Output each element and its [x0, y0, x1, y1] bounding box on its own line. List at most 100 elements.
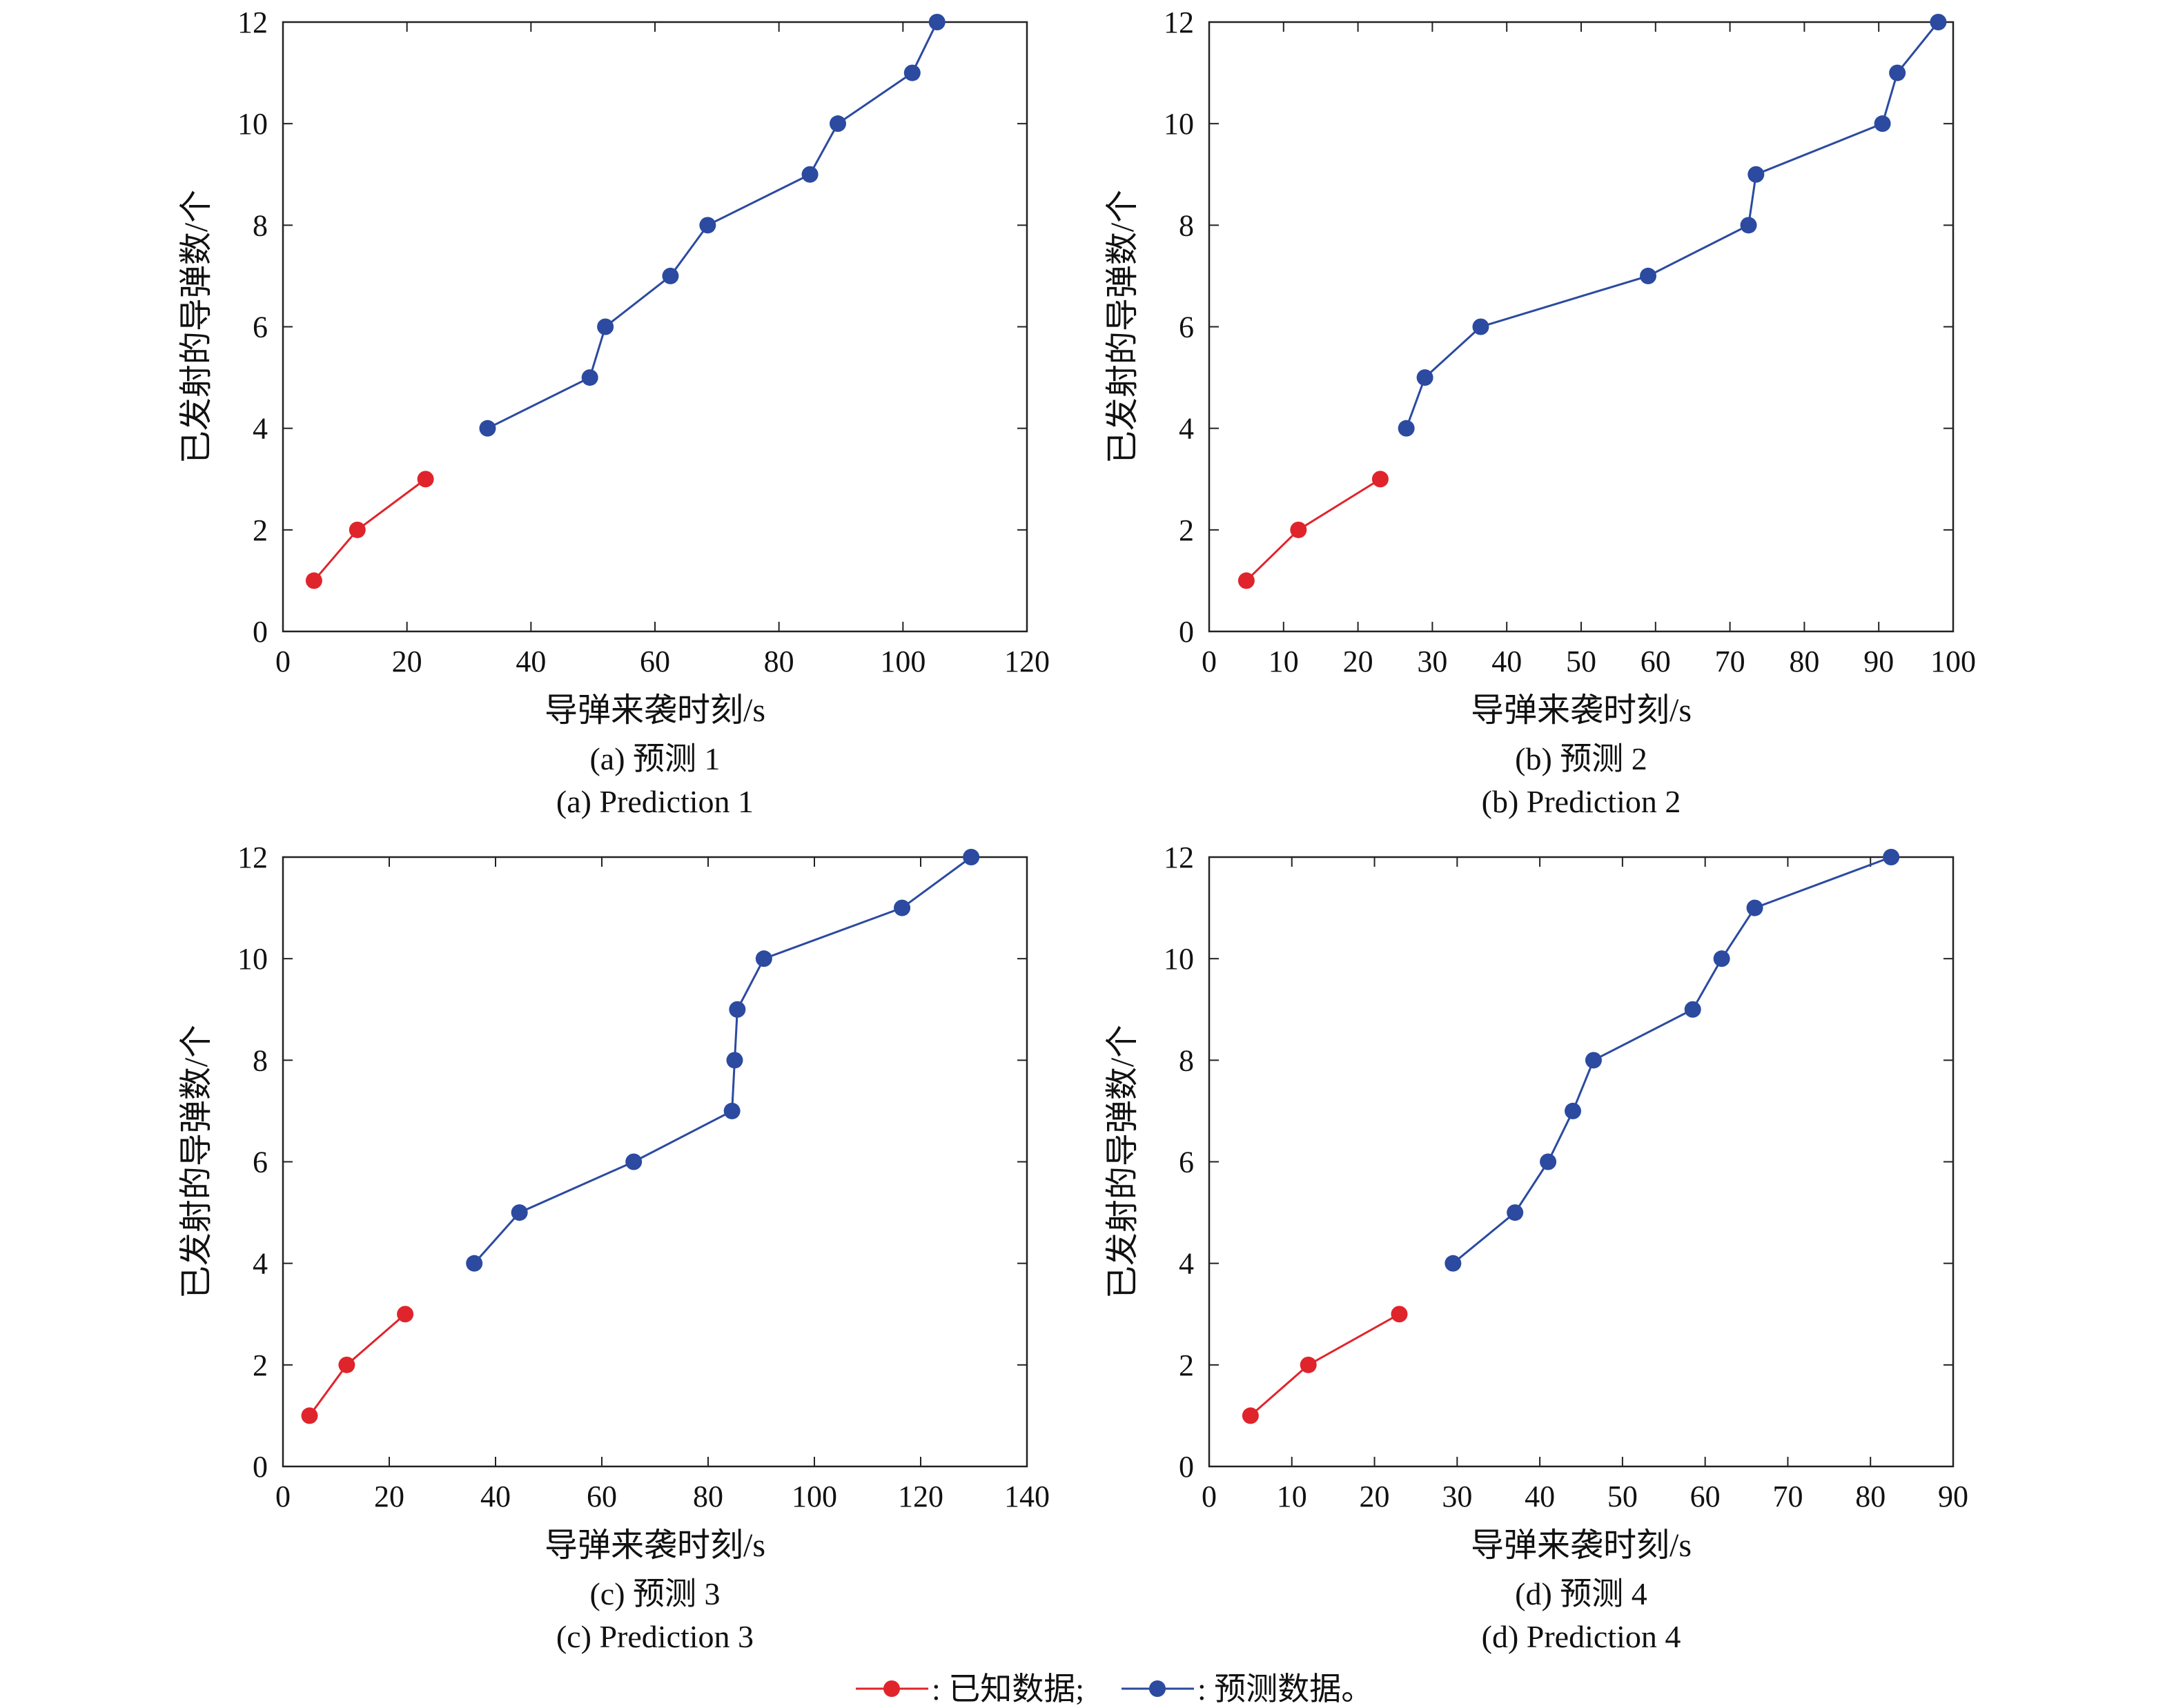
caption-en: (d) Prediction 4 [1482, 1619, 1681, 1654]
data-point-predicted [662, 267, 679, 284]
series-predicted [466, 849, 980, 1272]
data-point-predicted [479, 420, 496, 437]
x-tick-label: 90 [1938, 1480, 1968, 1513]
data-point-predicted [1713, 950, 1730, 968]
series-line-known [1245, 478, 1381, 582]
x-tick-label: 30 [1442, 1480, 1472, 1513]
y-tick-label: 8 [253, 208, 268, 242]
data-point-predicted [1684, 1001, 1701, 1018]
plot-frame [282, 856, 1028, 1468]
chart-panel-4: 0 10 20 30 40 50 60 70 80 90 0 2 4 6 8 10 12 导弹来袭时刻/s 已发射的… [1104, 841, 1968, 1654]
y-tick-label: 2 [253, 1348, 268, 1382]
x-tick-label: 30 [1417, 645, 1447, 678]
x-tick-label: 10 [1269, 645, 1299, 678]
x-tick-label: 0 [275, 645, 291, 678]
x-axis-label: 导弹来袭时刻/s [1471, 1527, 1692, 1564]
data-point-known [397, 1306, 414, 1323]
y-tick-label: 6 [1179, 1146, 1194, 1179]
x-tick-label: 80 [1789, 645, 1819, 678]
data-point-predicted [1472, 318, 1489, 335]
y-tick-label: 0 [253, 615, 268, 649]
data-point-known [305, 572, 322, 589]
x-tick-label: 80 [764, 645, 794, 678]
y-tick-label: 8 [253, 1043, 268, 1077]
data-point-predicted [1740, 217, 1757, 234]
y-tick-label: 12 [1164, 841, 1194, 874]
plot-frame [1208, 21, 1955, 633]
y-tick-label: 6 [253, 1146, 268, 1179]
data-point-predicted [1889, 64, 1906, 81]
data-point-known [349, 521, 366, 538]
series-known [1237, 471, 1389, 589]
y-tick-label: 12 [237, 841, 268, 874]
x-tick-label: 0 [1202, 1480, 1217, 1513]
plot-frame [1208, 856, 1955, 1468]
x-tick-label: 80 [1855, 1480, 1886, 1513]
x-tick-label: 70 [1772, 1480, 1803, 1513]
caption-cn: (b) 预测 2 [1515, 741, 1647, 776]
x-tick-label: 40 [1525, 1480, 1555, 1513]
data-point-known [1237, 572, 1255, 589]
y-axis-label: 已发射的导弹数/个 [1104, 1025, 1141, 1299]
legend: : 已知数据; : 预测数据。 [856, 1671, 1373, 1707]
y-axis-label: 已发射的导弹数/个 [178, 1025, 215, 1299]
x-tick-label: 100 [880, 645, 926, 678]
series-line-known [313, 478, 427, 582]
data-point-predicted [1640, 267, 1657, 284]
data-point-known [301, 1407, 318, 1424]
x-tick-label: 0 [275, 1480, 291, 1513]
series-predicted [1398, 14, 1947, 437]
data-point-known [1290, 521, 1307, 538]
y-tick-label: 2 [1179, 513, 1194, 547]
data-point-predicted [928, 14, 946, 30]
chart-panel-2: 0 10 20 30 40 50 60 70 80 90 100 0 2 4 6 8 10 12 导弹来袭时刻/s 已… [1104, 6, 1976, 819]
x-tick-label: 60 [640, 645, 670, 678]
x-axis-label: 导弹来袭时刻/s [545, 1527, 765, 1564]
data-point-predicted [1416, 369, 1433, 386]
series-predicted [479, 14, 946, 437]
data-point-predicted [1585, 1052, 1602, 1069]
y-tick-label: 2 [1179, 1348, 1194, 1382]
data-point-predicted [1565, 1102, 1582, 1119]
y-tick-label: 0 [1179, 615, 1194, 649]
caption-en: (a) Prediction 1 [556, 784, 754, 819]
data-point-known [1391, 1306, 1408, 1323]
data-point-predicted [726, 1052, 743, 1069]
chart-panel-3: 0 20 40 60 80 100 120 140 0 2 4 6 8 10 12 导弹来袭时刻/s 已发射的导… [178, 841, 1050, 1654]
series-predicted [1445, 849, 1900, 1272]
x-axis-label: 导弹来袭时刻/s [545, 692, 765, 729]
x-tick-label: 50 [1607, 1480, 1638, 1513]
data-point-predicted [963, 849, 980, 865]
data-point-predicted [723, 1102, 741, 1119]
data-point-known [1300, 1356, 1317, 1373]
legend-predicted-marker [1149, 1680, 1166, 1697]
x-tick-label: 60 [1690, 1480, 1721, 1513]
y-axis-label: 已发射的导弹数/个 [1104, 190, 1141, 464]
x-tick-label: 70 [1715, 645, 1745, 678]
series-line-known [1249, 1313, 1400, 1417]
caption-cn: (d) 预测 4 [1515, 1576, 1647, 1611]
data-point-predicted [801, 166, 819, 183]
y-tick-label: 6 [253, 311, 268, 344]
x-tick-label: 40 [480, 1480, 511, 1513]
series-line-predicted [1405, 21, 1939, 429]
x-tick-label: 100 [1930, 645, 1976, 678]
legend-predicted-label: : 预测数据。 [1197, 1671, 1373, 1707]
x-tick-label: 40 [516, 645, 546, 678]
y-tick-label: 4 [253, 1247, 268, 1281]
x-tick-label: 100 [792, 1480, 837, 1513]
data-point-predicted [1874, 115, 1891, 132]
x-tick-label: 0 [1202, 645, 1217, 678]
y-tick-label: 6 [1179, 311, 1194, 344]
caption-en: (b) Prediction 2 [1482, 784, 1681, 819]
data-point-known [338, 1356, 355, 1373]
data-point-predicted [466, 1255, 483, 1272]
x-tick-label: 60 [1641, 645, 1671, 678]
y-tick-label: 10 [237, 107, 268, 141]
data-point-predicted [511, 1204, 528, 1221]
x-tick-label: 10 [1277, 1480, 1307, 1513]
legend-known-marker [883, 1680, 900, 1697]
data-point-predicted [1540, 1153, 1557, 1170]
y-tick-label: 2 [253, 513, 268, 547]
data-point-predicted [1883, 849, 1900, 865]
